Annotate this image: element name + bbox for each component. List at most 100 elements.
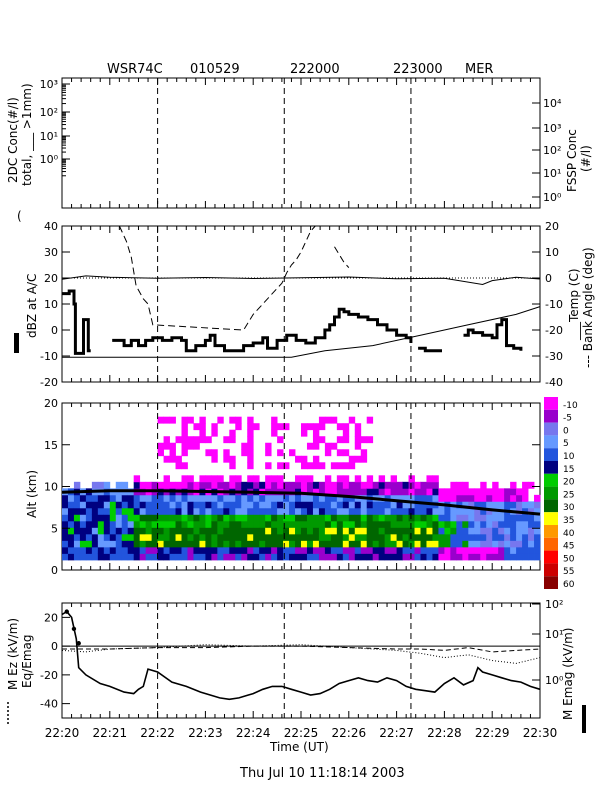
radar-cell (378, 540, 386, 548)
radar-cell (133, 481, 141, 489)
radar-cell (396, 488, 403, 496)
radar-cell (73, 533, 81, 541)
radar-cell (277, 540, 284, 548)
radar-cell (348, 462, 356, 470)
radar-cell (318, 507, 326, 515)
radar-cell (372, 501, 380, 509)
radar-cell (492, 553, 499, 561)
radar-cell (241, 449, 248, 457)
radar-cell (342, 507, 350, 515)
radar-cell (62, 553, 69, 561)
radar-cell (354, 475, 362, 483)
radar-cell (271, 533, 278, 541)
radar-cell (163, 436, 170, 444)
radar-cell (217, 546, 224, 554)
radar-cell (402, 540, 409, 548)
radar-cell (259, 546, 266, 554)
radar-cell (534, 520, 541, 528)
radar-cell (336, 546, 344, 554)
panel2-ylabel-left: dBZ at A/C (25, 274, 39, 338)
radar-cell (169, 481, 176, 489)
radar-cell (253, 494, 260, 502)
radar-cell (504, 488, 511, 496)
radar-cell (366, 501, 374, 509)
radar-cell (289, 494, 296, 502)
radar-cell (372, 527, 380, 535)
radar-cell (229, 507, 236, 515)
radar-cell (354, 553, 362, 561)
panel1-y-left-tick-label: 10³ (40, 78, 58, 91)
radar-cell (62, 514, 69, 522)
radar-cell (103, 546, 111, 554)
radar-cell (312, 494, 320, 502)
radar-cell (480, 553, 487, 561)
radar-cell (444, 546, 451, 554)
radar-cell (145, 514, 153, 522)
radar-cell (522, 481, 529, 489)
radar-cell (247, 507, 254, 515)
radar-cell (181, 462, 188, 470)
radar-cell (211, 449, 218, 457)
radar-cell (360, 520, 368, 528)
x-tick-label: 22:30 (523, 726, 558, 740)
radar-cell (271, 481, 278, 489)
radar-cell (486, 553, 493, 561)
radar-cell (181, 423, 188, 431)
radar-cell (62, 520, 69, 528)
colorbar-label: 0 (563, 426, 569, 436)
radar-cell (169, 540, 176, 548)
radar-cell (91, 481, 99, 489)
radar-cell (336, 423, 344, 431)
panel4-y-right-tick-label: 10⁰ (545, 674, 564, 687)
radar-cell (79, 527, 87, 535)
radar-cell (312, 423, 320, 431)
radar-cell (432, 514, 439, 522)
radar-cell (247, 423, 254, 431)
radar-cell (306, 475, 314, 483)
radar-cell (408, 507, 415, 515)
radar-cell (277, 501, 284, 509)
radar-cell (289, 507, 296, 515)
radar-cell (330, 527, 338, 535)
radar-cell (97, 540, 105, 548)
radar-cell (330, 553, 338, 561)
radar-cell (516, 514, 523, 522)
radar-cell (265, 501, 272, 509)
radar-cell (157, 507, 164, 515)
x-tick-label: 22:28 (427, 726, 462, 740)
radar-cell (301, 540, 308, 548)
radar-cell (235, 533, 242, 541)
radar-cell (426, 514, 433, 522)
radar-cell (468, 533, 475, 541)
radar-cell (456, 520, 463, 528)
radar-cell (408, 553, 415, 561)
radar-cell (396, 514, 403, 522)
radar-cell (444, 514, 451, 522)
radar-cell (199, 416, 206, 424)
radar-cell (229, 533, 236, 541)
radar-cell (169, 533, 176, 541)
radar-cell (468, 553, 475, 561)
radar-cell (151, 501, 158, 509)
radar-cell (396, 540, 403, 548)
radar-cell (187, 416, 194, 424)
radar-cell (235, 475, 242, 483)
radar-cell (420, 514, 427, 522)
x-tick-label: 22:24 (236, 726, 271, 740)
radar-cell (217, 514, 224, 522)
radar-cell (127, 514, 135, 522)
panel4-y-left-tick-label: 0 (51, 640, 58, 653)
radar-cell (145, 494, 153, 502)
radar-cell (534, 494, 541, 502)
radar-cell (271, 527, 278, 535)
radar-cell (223, 507, 230, 515)
radar-cell (151, 527, 158, 535)
radar-cell (324, 501, 332, 509)
radar-cell (97, 553, 105, 561)
radar-cell (408, 514, 415, 522)
radar-cell (396, 546, 403, 554)
panel1-ylabel-left-1: 2DC Conc(#/l) (6, 97, 20, 183)
radar-cell (211, 520, 218, 528)
x-tick-label: 22:23 (188, 726, 223, 740)
radar-cell (318, 501, 326, 509)
